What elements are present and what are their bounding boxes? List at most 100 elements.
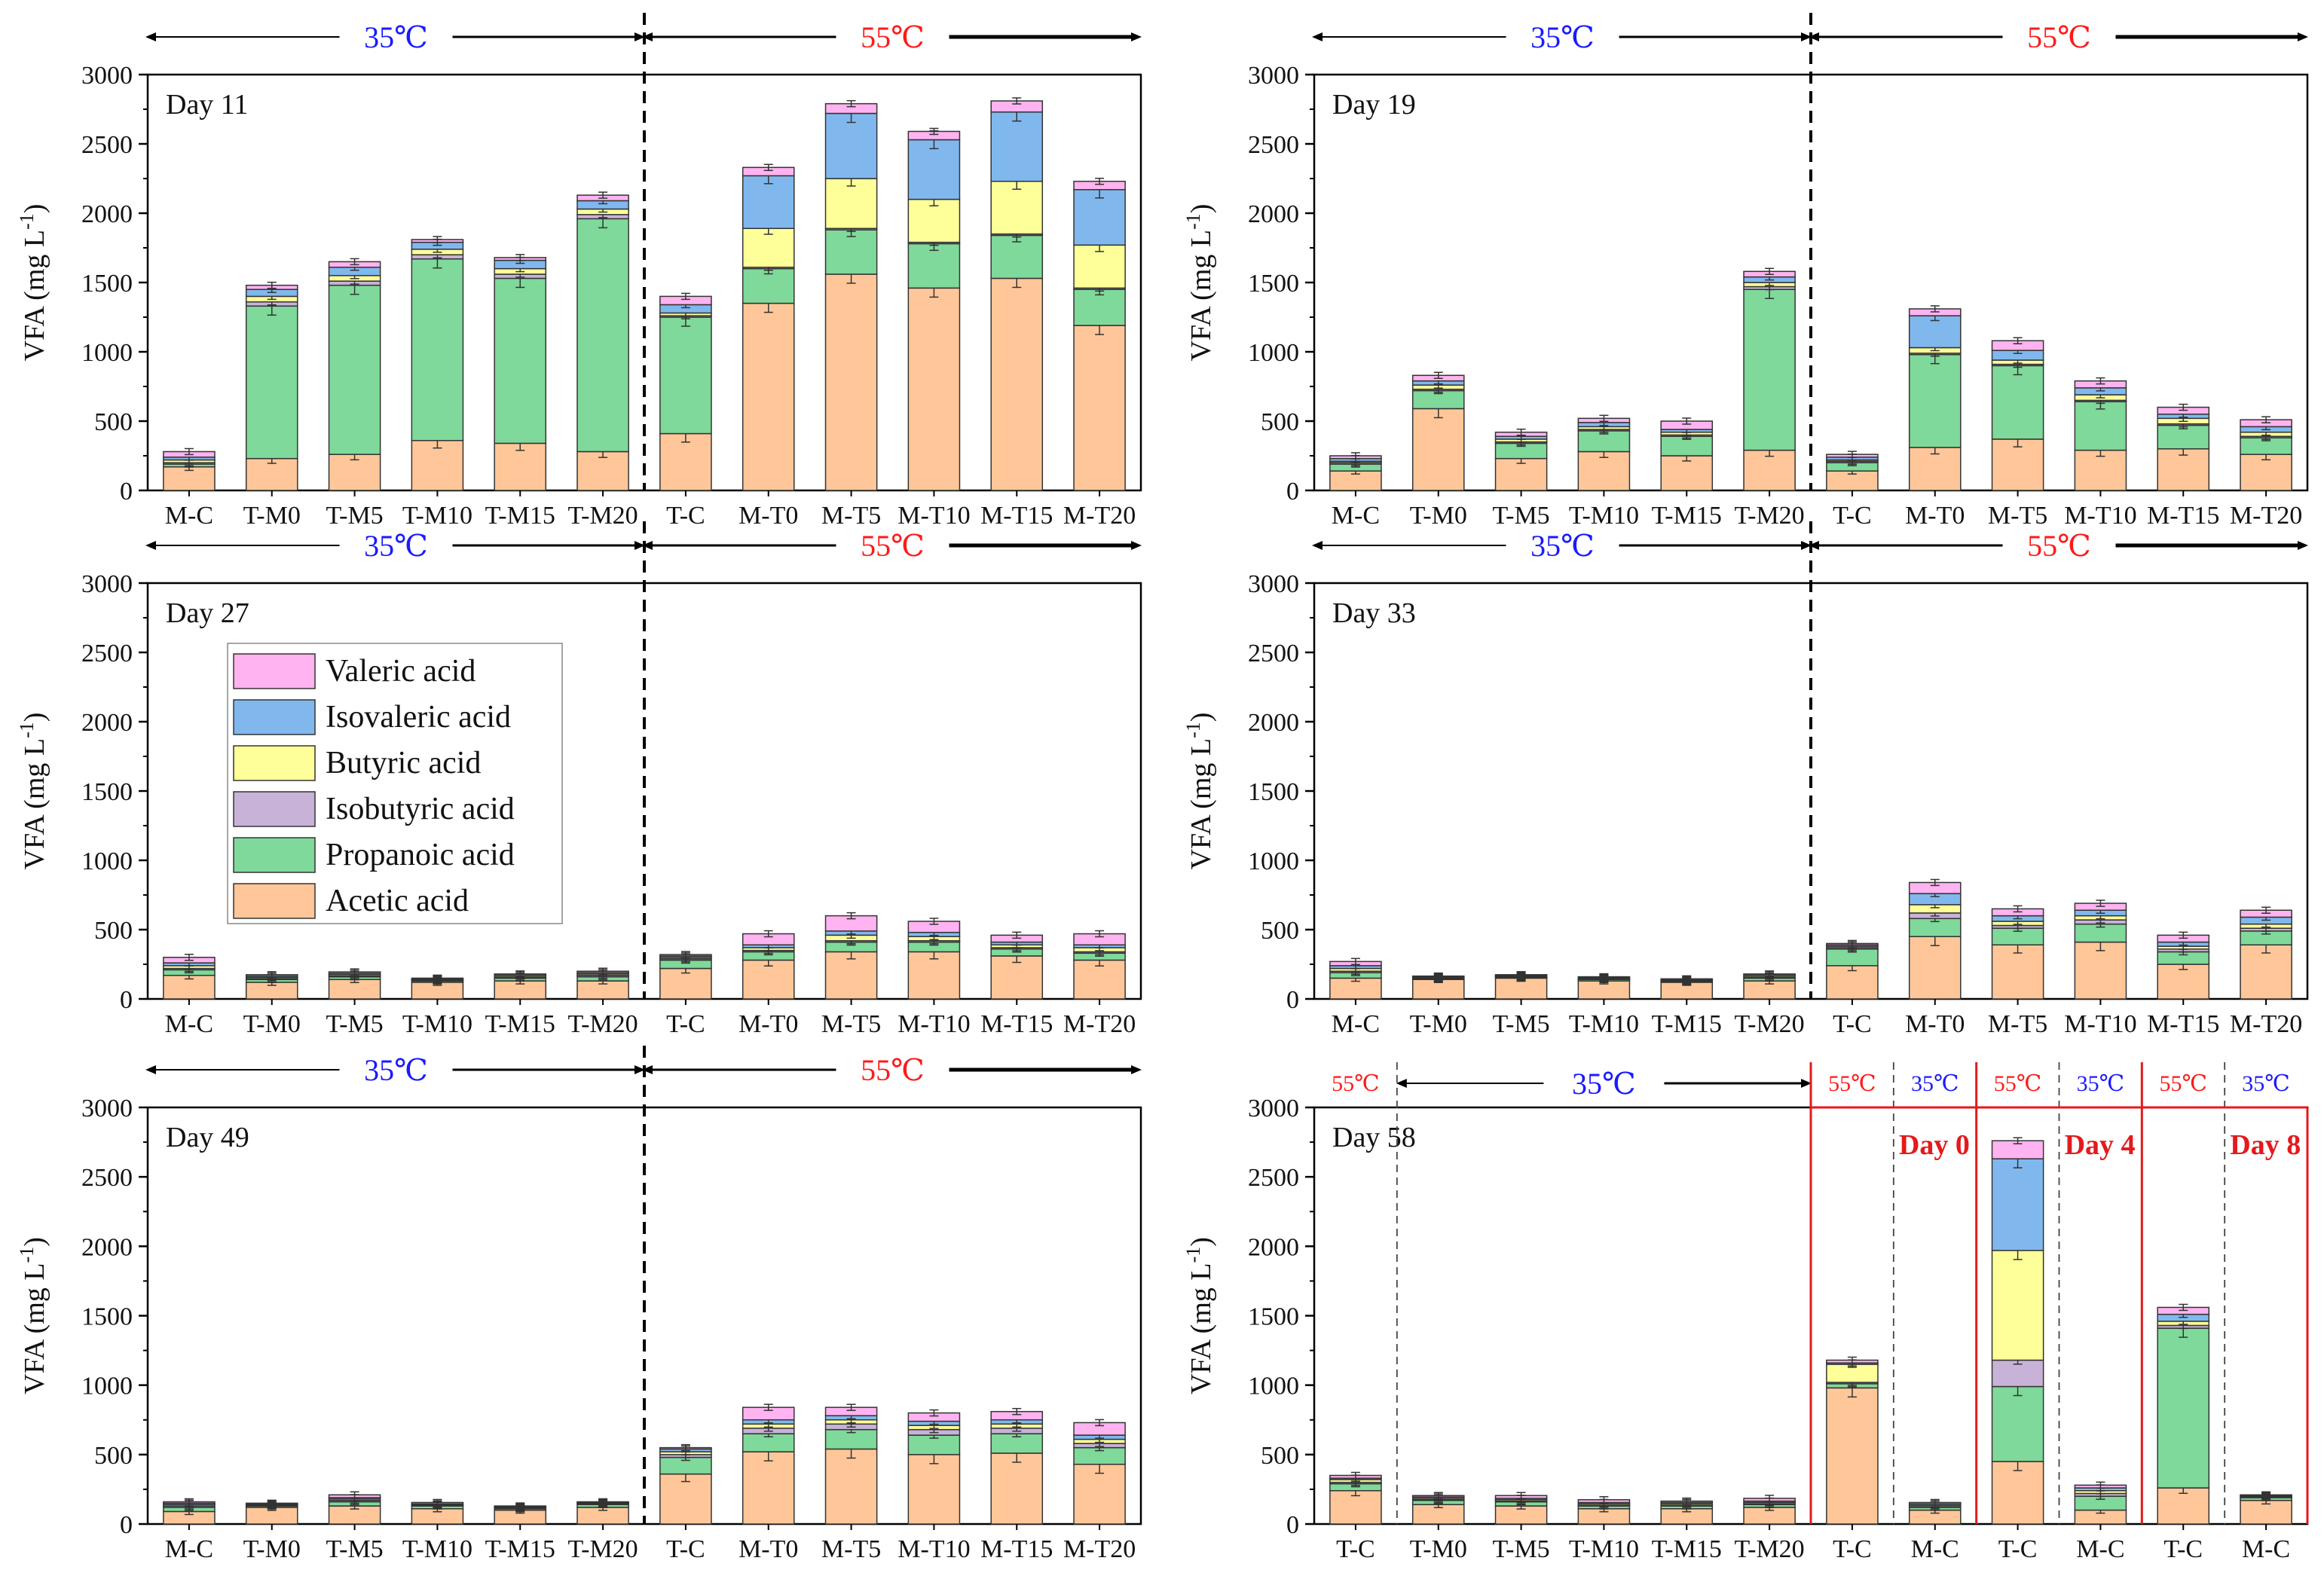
group-day-label: Day 0 — [1899, 1129, 1970, 1161]
y-tick-label: 2500 — [1248, 640, 1299, 667]
y-tick-label: 500 — [94, 408, 133, 436]
region-temperature-label: 35℃ — [364, 20, 428, 54]
y-axis-title: VFA (mg L-1) — [16, 1237, 50, 1394]
x-tick-label: M-C — [165, 1010, 213, 1038]
group-temperature-label: 35℃ — [1911, 1071, 1959, 1096]
bar-segment-acetic-acid — [1991, 1461, 2044, 1525]
x-tick-label: M-T10 — [2064, 502, 2136, 530]
y-tick-label: 2000 — [1248, 1233, 1299, 1261]
group-day-label: Day 4 — [2065, 1129, 2136, 1161]
bar-segment-acetic-acid — [742, 1451, 795, 1525]
bar-segment-acetic-acid — [1908, 447, 1962, 491]
x-tick-label: M-C — [2076, 1535, 2124, 1563]
chart-panel-4: 0 500 1000 1500 2000 2500 3000 VFA (mg L-1) Day … — [1182, 521, 2309, 1038]
y-axis-title: VFA (mg L-1) — [16, 204, 50, 362]
x-tick-label: M-T0 — [738, 1535, 798, 1563]
x-tick-label: T-M15 — [485, 1535, 555, 1563]
y-axis-title: VFA (mg L-1) — [1182, 1237, 1217, 1394]
group-temperature-label: 55℃ — [1332, 1071, 1380, 1096]
region-temperature-label: 35℃ — [364, 1053, 428, 1087]
x-tick-label: T-M5 — [326, 502, 383, 530]
bar-segment-acetic-acid — [824, 1448, 878, 1525]
day-label: Day 49 — [166, 1122, 249, 1153]
x-tick-label: T-M0 — [1410, 1010, 1467, 1038]
x-tick-label: T-M15 — [485, 1010, 555, 1038]
region-temperature-label: 35℃ — [1530, 529, 1595, 563]
y-axis-title: VFA (mg L-1) — [16, 713, 50, 870]
y-tick-label: 500 — [1261, 408, 1299, 436]
bar-segment-acetic-acid — [1908, 936, 1962, 1000]
bar-segment-acetic-acid — [494, 442, 547, 491]
bar-segment-isovaleric-acid — [1991, 1158, 2044, 1251]
y-tick-label: 0 — [120, 986, 133, 1014]
legend-swatch — [233, 745, 316, 781]
x-tick-label: M-T15 — [2147, 502, 2219, 530]
legend-swatch — [233, 791, 316, 827]
bar-segment-acetic-acid — [1411, 408, 1465, 491]
x-tick-label: M-T15 — [980, 1010, 1053, 1038]
y-tick-label: 2000 — [1248, 200, 1299, 228]
bar-segment-acetic-acid — [2157, 1487, 2210, 1525]
x-tick-label: M-C — [165, 1535, 213, 1563]
x-tick-label: T-M5 — [326, 1010, 383, 1038]
y-tick-label: 1000 — [1248, 1373, 1299, 1400]
x-tick-label: M-C — [1911, 1535, 1959, 1563]
bar-segment-butyric-acid — [990, 180, 1044, 235]
bar-segment-propanoic-acid — [1991, 365, 2044, 440]
x-tick-label: T-C — [1998, 1535, 2038, 1563]
legend-box — [227, 643, 563, 924]
x-tick-label: M-T20 — [2230, 1010, 2302, 1038]
bar-segment-acetic-acid — [1826, 1387, 1879, 1525]
x-tick-label: T-M5 — [326, 1535, 383, 1563]
x-tick-label: M-T20 — [1063, 502, 1136, 530]
group-temperature-label: 55℃ — [1994, 1071, 2042, 1096]
y-tick-label: 0 — [1286, 478, 1299, 505]
group-temperature-label: 55℃ — [2159, 1071, 2207, 1096]
y-tick-label: 0 — [1286, 1511, 1299, 1539]
bar-segment-acetic-acid — [907, 951, 961, 1000]
day-label: Day 19 — [1332, 89, 1416, 121]
y-axis-title: VFA (mg L-1) — [1182, 713, 1217, 870]
bar-segment-isovaleric-acid — [1073, 188, 1126, 246]
bar-segment-acetic-acid — [328, 454, 381, 491]
x-tick-label: T-M5 — [1492, 1010, 1549, 1038]
legend-swatch — [233, 653, 316, 689]
y-tick-label: 0 — [1286, 986, 1299, 1014]
group-temperature-label: 55℃ — [1828, 1071, 1876, 1096]
bar-segment-acetic-acid — [1991, 944, 2044, 1000]
x-tick-label: T-M20 — [567, 1010, 638, 1038]
day-label: Day 58 — [1332, 1122, 1416, 1153]
x-tick-label: T-M10 — [1569, 502, 1639, 530]
bar-segment-acetic-acid — [2157, 448, 2210, 491]
y-tick-label: 2000 — [81, 709, 133, 737]
y-tick-label: 1500 — [1248, 1303, 1299, 1331]
y-tick-label: 1000 — [81, 1373, 133, 1400]
x-tick-label: T-M20 — [567, 1535, 638, 1563]
bar-segment-butyric-acid — [1991, 1250, 2044, 1361]
x-tick-label: T-M10 — [402, 502, 472, 530]
bar-segment-acetic-acid — [990, 1452, 1044, 1525]
y-tick-label: 1500 — [81, 778, 133, 806]
group-temperature-label: 35℃ — [2242, 1071, 2290, 1096]
y-tick-label: 2000 — [1248, 709, 1299, 737]
group-day-label: Day 8 — [2230, 1129, 2301, 1161]
legend-swatch — [233, 883, 316, 919]
x-tick-label: M-T5 — [1988, 1010, 2047, 1038]
legend-swatch — [233, 699, 316, 735]
x-tick-label: M-T20 — [1063, 1535, 1136, 1563]
chart-panel-3: 0 500 1000 1500 2000 2500 3000 VFA (mg L-1) Day … — [16, 521, 1142, 1038]
x-tick-label: M-T0 — [1905, 1010, 1965, 1038]
day-label: Day 11 — [166, 89, 248, 121]
bar-segment-propanoic-acid — [1073, 289, 1126, 326]
legend-label: Acetic acid — [326, 884, 469, 918]
bar-segment-acetic-acid — [1073, 325, 1126, 491]
bar-segment-acetic-acid — [824, 273, 878, 491]
bar-segment-acetic-acid — [1991, 438, 2044, 491]
x-tick-label: T-M15 — [1652, 502, 1722, 530]
chart-panel-5: 0 500 1000 1500 2000 2500 3000 VFA (mg L-1) Day … — [16, 1046, 1142, 1563]
legend-label: Propanoic acid — [326, 838, 515, 872]
y-tick-label: 2500 — [81, 640, 133, 667]
y-axis-title: VFA (mg L-1) — [1182, 204, 1217, 362]
x-tick-label: M-T0 — [738, 1010, 798, 1038]
x-tick-label: T-M0 — [1410, 502, 1467, 530]
